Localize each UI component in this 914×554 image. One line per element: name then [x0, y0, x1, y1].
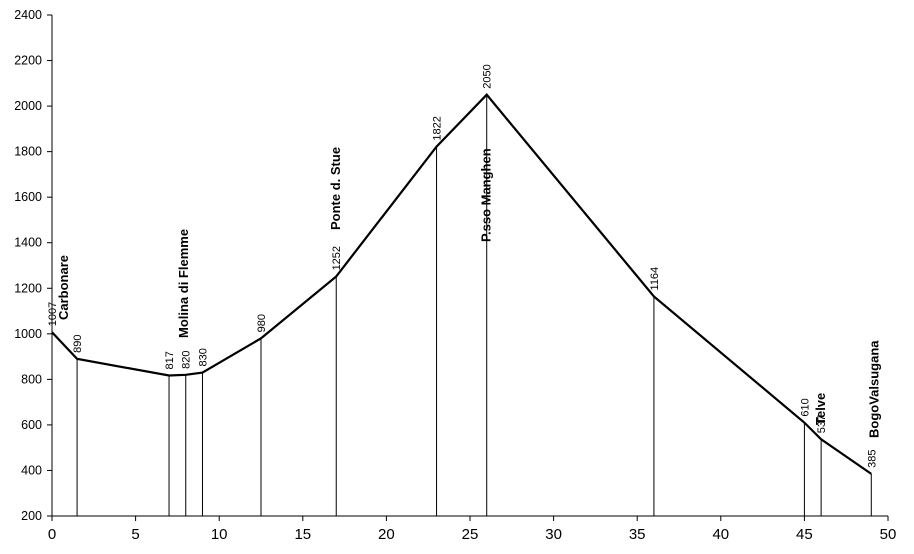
- data-label: 610: [799, 398, 811, 416]
- y-axis-ticks: 200 400 600 800 1000 1200 1400 1600 1800 2000 2200…: [14, 8, 52, 523]
- x-tick-label: 30: [545, 526, 562, 543]
- x-tick-label: 50: [880, 526, 897, 543]
- x-tick-label: 25: [462, 526, 479, 543]
- x-tick-label: 5: [131, 526, 139, 543]
- x-axis-ticks: 0 5 10 15 20 25 30 35 40 45 50: [48, 516, 897, 543]
- data-label: 980: [256, 314, 268, 332]
- x-tick-label: 20: [378, 526, 395, 543]
- y-tick-label: 2400: [14, 8, 42, 22]
- x-tick-label: 35: [629, 526, 646, 543]
- data-label: 385: [866, 450, 878, 468]
- place-label: Telve: [813, 393, 828, 425]
- x-tick-label: 10: [211, 526, 228, 543]
- y-tick-label: 1200: [14, 281, 42, 295]
- data-label: 2050: [482, 64, 494, 88]
- x-tick-label: 0: [48, 526, 56, 543]
- place-labels: Carbonare Molina di Flemme Ponte d. Stue P.…: [56, 147, 881, 438]
- y-tick-label: 600: [21, 418, 42, 432]
- data-label: 830: [197, 348, 209, 366]
- y-tick-label: 1400: [14, 236, 42, 250]
- y-tick-label: 2200: [14, 54, 42, 68]
- data-label: 817: [164, 351, 176, 369]
- place-label: Carbonare: [56, 255, 71, 320]
- y-tick-label: 800: [21, 372, 42, 386]
- drop-lines: [77, 95, 871, 516]
- place-label: Ponte d. Stue: [328, 147, 343, 230]
- data-label: 820: [181, 350, 193, 368]
- data-label: 1252: [331, 246, 343, 270]
- y-tick-label: 1000: [14, 327, 42, 341]
- y-tick-label: 1600: [14, 190, 42, 204]
- y-tick-label: 400: [21, 463, 42, 477]
- place-label: BogoValsugana: [866, 340, 881, 438]
- data-label: 1164: [649, 267, 661, 291]
- x-tick-label: 40: [712, 526, 729, 543]
- place-label: Molina di Flemme: [176, 229, 191, 338]
- place-label: P.sso Manghen: [479, 148, 494, 242]
- x-tick-label: 45: [796, 526, 813, 543]
- x-tick-label: 15: [294, 526, 311, 543]
- y-tick-label: 1800: [14, 145, 42, 159]
- data-label: 890: [72, 335, 84, 353]
- data-label: 1822: [432, 116, 444, 140]
- y-tick-label: 200: [21, 509, 42, 523]
- y-tick-label: 2000: [14, 99, 42, 113]
